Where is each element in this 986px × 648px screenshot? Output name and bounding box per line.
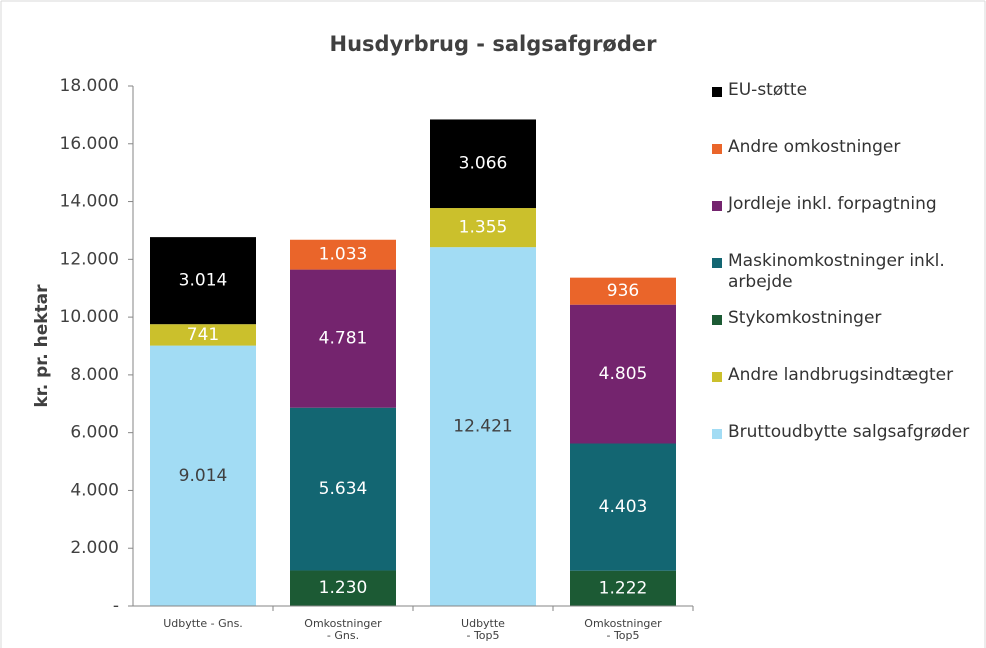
legend-item: Andre landbrugsindtægter — [712, 365, 978, 386]
value-label: 741 — [187, 325, 219, 345]
bar-segment — [570, 277, 676, 305]
legend-item: Stykomkostninger — [712, 308, 978, 329]
value-label: 936 — [607, 281, 639, 301]
legend-label: Maskinomkostninger inkl. arbejde — [728, 251, 945, 292]
bar-segment — [150, 345, 256, 606]
value-label: 4.781 — [319, 329, 368, 349]
legend-label: Andre landbrugsindtægter — [728, 365, 954, 385]
legend-swatch — [712, 201, 722, 211]
chart-title: Husdyrbrug - salgsafgrøder — [330, 32, 658, 56]
bar-segment — [290, 269, 396, 408]
legend-swatch — [712, 144, 722, 154]
bar-segment — [570, 570, 676, 606]
legend-label: Bruttoudbytte salgsafgrøder — [728, 422, 970, 442]
legend-swatch — [712, 258, 722, 268]
value-label: 1.222 — [599, 578, 648, 598]
legend-label: EU-støtte — [728, 80, 808, 100]
value-label: 3.014 — [179, 271, 228, 291]
bar-segment — [430, 208, 536, 248]
bar-segment — [290, 407, 396, 571]
y-tick-label: 16.000 — [60, 134, 119, 154]
y-tick-label: 4.000 — [70, 480, 119, 500]
legend-swatch — [712, 315, 722, 325]
legend-item: Jordleje inkl. forpagtning — [712, 194, 978, 215]
bar-segment — [430, 247, 536, 606]
y-tick-label: 10.000 — [60, 307, 119, 327]
value-label: 12.421 — [453, 417, 512, 437]
bar-segment — [290, 570, 396, 606]
bar-segment — [570, 443, 676, 571]
bar-segment — [290, 239, 396, 270]
bar-segment — [150, 237, 256, 325]
bar-segment — [570, 304, 676, 444]
y-tick-label: 18.000 — [60, 76, 119, 96]
legend-label: Stykomkostninger — [728, 308, 882, 328]
legend-swatch — [712, 429, 722, 439]
x-tick-label: Udbytte - Top5 — [461, 617, 505, 642]
value-label: 9.014 — [179, 466, 228, 486]
legend-item: Bruttoudbytte salgsafgrøder — [712, 422, 978, 443]
value-label: 4.805 — [599, 364, 648, 384]
y-tick-label: 14.000 — [60, 192, 119, 212]
y-tick-label: 8.000 — [70, 365, 119, 385]
bar-segment — [150, 324, 256, 346]
legend-swatch — [712, 87, 722, 97]
value-label: 1.230 — [319, 578, 368, 598]
value-label: 1.033 — [319, 245, 368, 265]
x-tick-label: Udbytte - Gns. — [163, 617, 243, 630]
x-tick-label: Omkostninger - Top5 — [584, 617, 662, 642]
bar-segment — [430, 119, 536, 209]
value-label: 5.634 — [319, 479, 368, 499]
legend-swatch — [712, 372, 722, 382]
legend-item: EU-støtte — [712, 80, 978, 101]
legend-label: Andre omkostninger — [728, 137, 901, 157]
legend-item: Andre omkostninger — [712, 137, 978, 158]
value-label: 4.403 — [599, 497, 648, 517]
legend-label: Jordleje inkl. forpagtning — [728, 194, 937, 214]
y-tick-label: 2.000 — [70, 538, 119, 558]
y-tick-label: 12.000 — [60, 249, 119, 269]
y-tick-label: - — [113, 596, 119, 616]
value-label: 3.066 — [459, 154, 508, 174]
y-axis-label: kr. pr. hektar — [32, 284, 52, 408]
legend-item: Maskinomkostninger inkl. arbejde — [712, 251, 978, 293]
y-tick-label: 6.000 — [70, 423, 119, 443]
value-label: 1.355 — [459, 218, 508, 238]
x-tick-label: Omkostninger - Gns. — [304, 617, 382, 642]
